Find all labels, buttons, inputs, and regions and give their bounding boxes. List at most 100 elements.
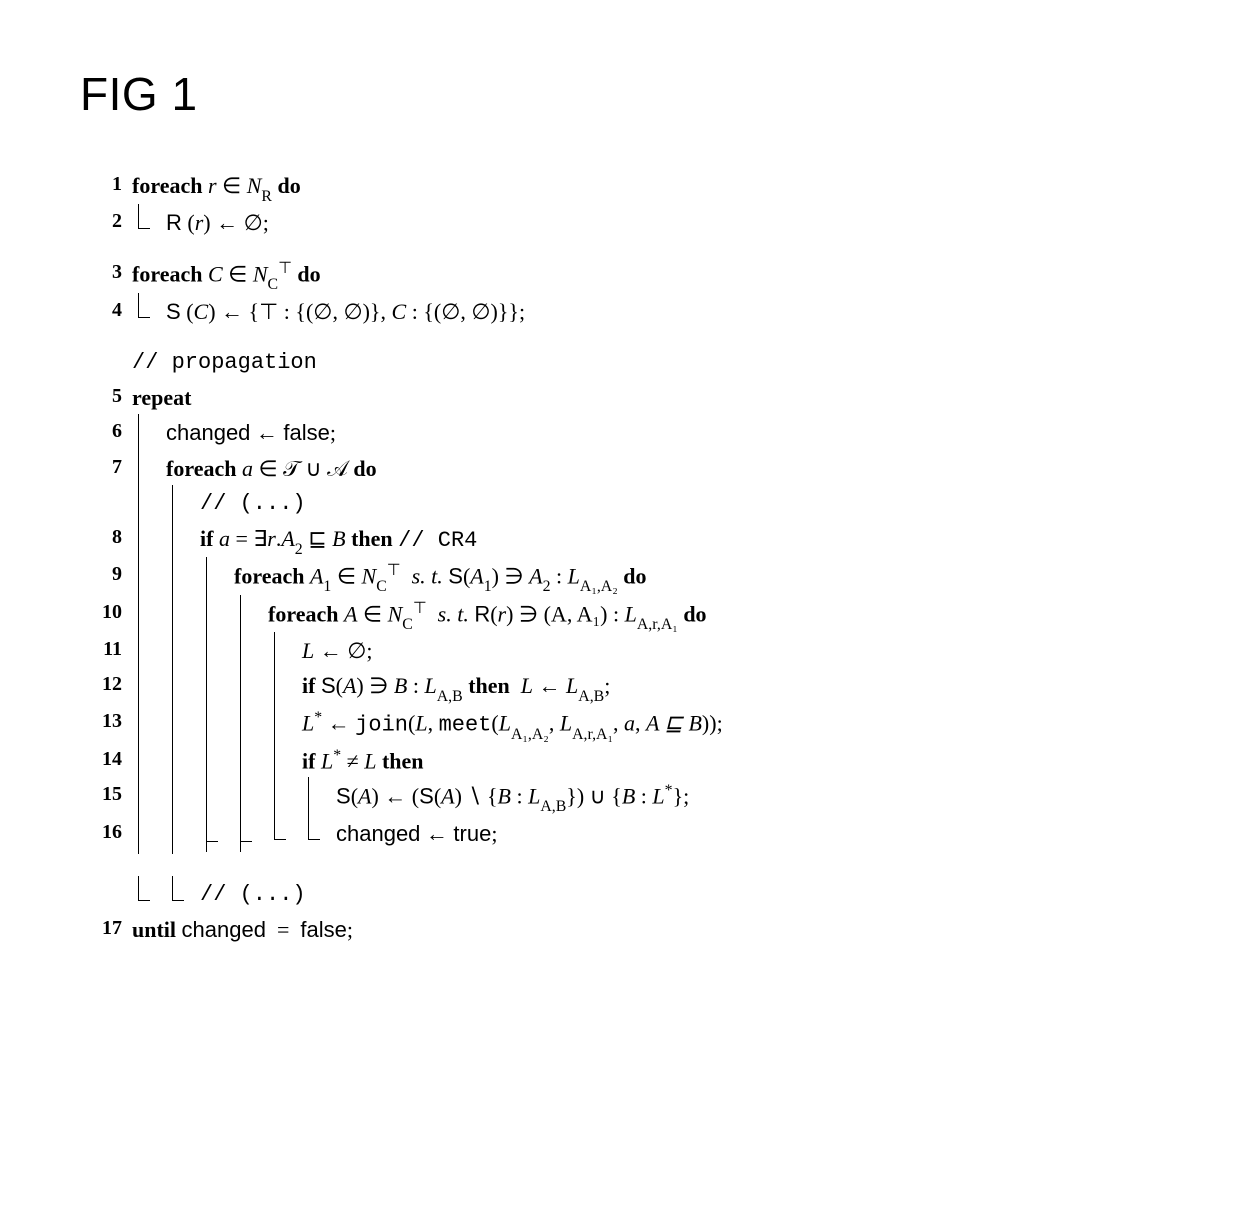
indent-rule bbox=[200, 744, 234, 777]
code-content: if a = ∃r.A2 ⊑ B then // CR4 bbox=[200, 522, 477, 559]
indent-rule bbox=[268, 634, 302, 667]
indent-rule bbox=[132, 597, 166, 634]
indent-rule bbox=[166, 779, 200, 816]
code-content: foreach C ∈ NC⊤ do bbox=[132, 257, 321, 294]
indent-rule bbox=[166, 597, 200, 634]
indent-rule bbox=[234, 817, 268, 850]
indent-rule bbox=[166, 706, 200, 743]
code-content: S(A) ← (S(A) ∖ {B : LA,B}) ∪ {B : L*}; bbox=[336, 779, 689, 816]
indent-rule bbox=[166, 744, 200, 777]
indent-rule bbox=[234, 744, 268, 777]
line-number: 1 bbox=[80, 169, 132, 199]
code-content: until changed = false; bbox=[132, 913, 353, 946]
indent-rule bbox=[234, 706, 268, 743]
line-number: 12 bbox=[80, 669, 132, 699]
code-content: L ← ∅; bbox=[302, 634, 373, 667]
algo-line: 9 foreach A1 ∈ NC⊤ s. t. S(A1) ∋ A2 : LA… bbox=[80, 559, 1160, 596]
indent-rule bbox=[200, 669, 234, 706]
algo-line: 13 L* ← join(L, meet(LA₁,A₂, LA,r,A₁, a,… bbox=[80, 706, 1160, 743]
indent-rule bbox=[302, 817, 336, 850]
indent-rule bbox=[234, 779, 268, 816]
indent-rule bbox=[268, 817, 302, 850]
indent-rule bbox=[132, 559, 166, 596]
code-content: changed ← false; bbox=[166, 416, 336, 449]
algo-line: 11 L ← ∅; bbox=[80, 634, 1160, 669]
line-number: 16 bbox=[80, 817, 132, 847]
indent-rule bbox=[166, 559, 200, 596]
algo-line: 6 changed ← false; bbox=[80, 416, 1160, 451]
indent-rule bbox=[200, 559, 234, 596]
line-number: 8 bbox=[80, 522, 132, 552]
indent-rule bbox=[132, 295, 166, 328]
indent-rule bbox=[132, 522, 166, 559]
code-content: if S(A) ∋ B : LA,B then L ← LA,B; bbox=[302, 669, 610, 706]
indent-rule bbox=[268, 744, 302, 777]
indent-rule bbox=[132, 744, 166, 777]
algo-line: 17 until changed = false; bbox=[80, 913, 1160, 948]
indent-rule bbox=[166, 487, 200, 520]
code-content: foreach A ∈ NC⊤ s. t. R(r) ∋ (A, A₁) : L… bbox=[268, 597, 707, 634]
comment: // (...) bbox=[200, 878, 306, 911]
algo-line: 4 S (C) ← {⊤ : {(∅, ∅)}, C : {(∅, ∅)}}; bbox=[80, 295, 1160, 330]
indent-rule bbox=[234, 669, 268, 706]
line-number: 6 bbox=[80, 416, 132, 446]
code-content: S (C) ← {⊤ : {(∅, ∅)}, C : {(∅, ∅)}}; bbox=[166, 295, 525, 328]
code-content: if L* ≠ L then bbox=[302, 744, 424, 777]
algo-line: 2 R (r) ← ∅; bbox=[80, 206, 1160, 241]
code-content: foreach a ∈ 𝒯 ∪ 𝒜 do bbox=[166, 452, 377, 485]
line-number: 11 bbox=[80, 634, 132, 664]
algo-line: // (...) bbox=[80, 487, 1160, 522]
line-number: 7 bbox=[80, 452, 132, 482]
code-content: L* ← join(L, meet(LA₁,A₂, LA,r,A₁, a, A … bbox=[302, 706, 723, 743]
figure-title: FIG 1 bbox=[80, 60, 1160, 129]
line-number: 4 bbox=[80, 295, 132, 325]
algo-line: 7 foreach a ∈ 𝒯 ∪ 𝒜 do bbox=[80, 452, 1160, 487]
algo-line: 1 foreach r ∈ NR do bbox=[80, 169, 1160, 206]
indent-rule bbox=[132, 634, 166, 667]
line-number: 5 bbox=[80, 381, 132, 411]
indent-rule bbox=[132, 487, 166, 520]
algo-line: 5 repeat bbox=[80, 381, 1160, 416]
code-content: R (r) ← ∅; bbox=[166, 206, 269, 239]
indent-rule bbox=[132, 817, 166, 850]
indent-rule bbox=[200, 779, 234, 816]
indent-rule bbox=[234, 634, 268, 667]
indent-rule bbox=[132, 779, 166, 816]
code-content: foreach A1 ∈ NC⊤ s. t. S(A1) ∋ A2 : LA₁,… bbox=[234, 559, 647, 596]
line-number: 17 bbox=[80, 913, 132, 943]
indent-rule bbox=[132, 878, 166, 911]
algo-line: 12 if S(A) ∋ B : LA,B then L ← LA,B; bbox=[80, 669, 1160, 706]
algo-line: 14 if L* ≠ L then bbox=[80, 744, 1160, 779]
indent-rule bbox=[132, 206, 166, 239]
indent-rule bbox=[166, 634, 200, 667]
line-number: 15 bbox=[80, 779, 132, 809]
indent-rule bbox=[132, 452, 166, 485]
line-number: 3 bbox=[80, 257, 132, 287]
comment: // (...) bbox=[200, 487, 306, 520]
indent-rule bbox=[200, 634, 234, 667]
line-number: 9 bbox=[80, 559, 132, 589]
indent-rule bbox=[166, 878, 200, 911]
line-number: 10 bbox=[80, 597, 132, 627]
indent-rule bbox=[166, 669, 200, 706]
line-number: 2 bbox=[80, 206, 132, 236]
indent-rule bbox=[234, 597, 268, 634]
algo-line: 16 changed ← true; bbox=[80, 817, 1160, 852]
comment: // propagation bbox=[132, 346, 317, 379]
algorithm-listing: 1 foreach r ∈ NR do 2 R (r) ← ∅; 3 forea… bbox=[80, 169, 1160, 949]
algo-line bbox=[80, 852, 1160, 878]
indent-rule bbox=[166, 522, 200, 559]
code-content: foreach r ∈ NR do bbox=[132, 169, 301, 206]
indent-rule bbox=[200, 706, 234, 743]
indent-rule bbox=[132, 706, 166, 743]
algo-line: 15 S(A) ← (S(A) ∖ {B : LA,B}) ∪ {B : L*}… bbox=[80, 779, 1160, 816]
indent-rule bbox=[268, 779, 302, 816]
indent-rule bbox=[166, 817, 200, 850]
indent-rule bbox=[302, 779, 336, 816]
algo-line: 8 if a = ∃r.A2 ⊑ B then // CR4 bbox=[80, 522, 1160, 559]
algo-line: 3 foreach C ∈ NC⊤ do bbox=[80, 257, 1160, 294]
line-number: 14 bbox=[80, 744, 132, 774]
indent-rule bbox=[268, 706, 302, 743]
line-number: 13 bbox=[80, 706, 132, 736]
indent-rule bbox=[200, 817, 234, 850]
